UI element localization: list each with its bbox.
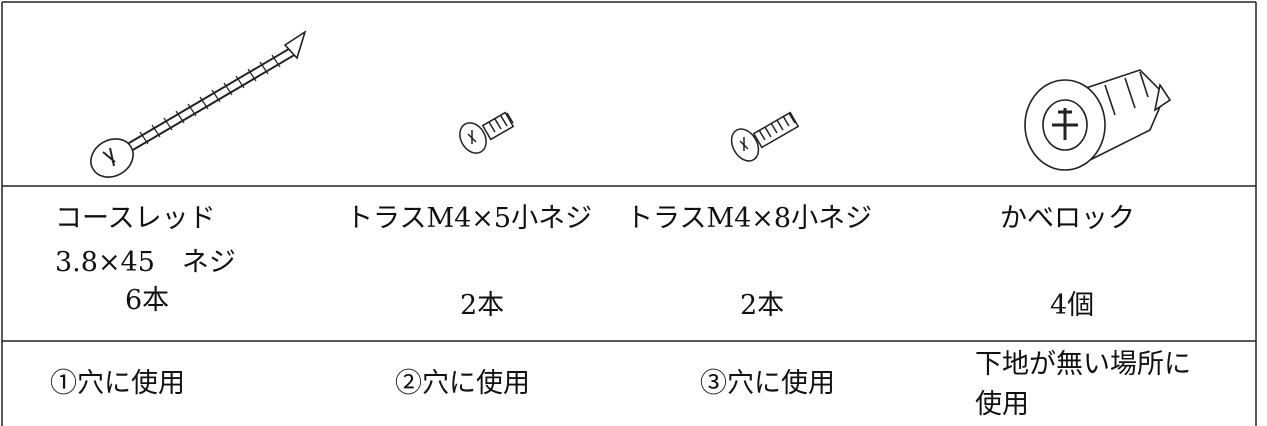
item-quantity: 4個 <box>1050 290 1095 321</box>
item-use: 使用 <box>975 389 1029 420</box>
item-name: トラスM4×5小ネジ <box>346 203 593 234</box>
item-name: トラスM4×8小ネジ <box>626 203 873 234</box>
item-name: かべロック <box>1000 203 1135 234</box>
screw-icon-2 <box>459 111 515 154</box>
item-name: 3.8×45 ネジ <box>55 247 236 278</box>
screw-icon-1 <box>90 30 307 178</box>
item-quantity: 6本 <box>125 285 170 316</box>
item-name: コースレッド <box>55 203 216 234</box>
item-quantity: 2本 <box>460 290 505 321</box>
anchor-icon <box>1024 69 1172 171</box>
item-use: ②穴に使用 <box>395 368 530 399</box>
screw-icon-3 <box>730 111 800 162</box>
item-use: ①穴に使用 <box>50 368 185 399</box>
item-use: 下地が無い場所に <box>975 349 1191 380</box>
item-quantity: 2本 <box>740 290 785 321</box>
item-use: ③穴に使用 <box>700 368 835 399</box>
